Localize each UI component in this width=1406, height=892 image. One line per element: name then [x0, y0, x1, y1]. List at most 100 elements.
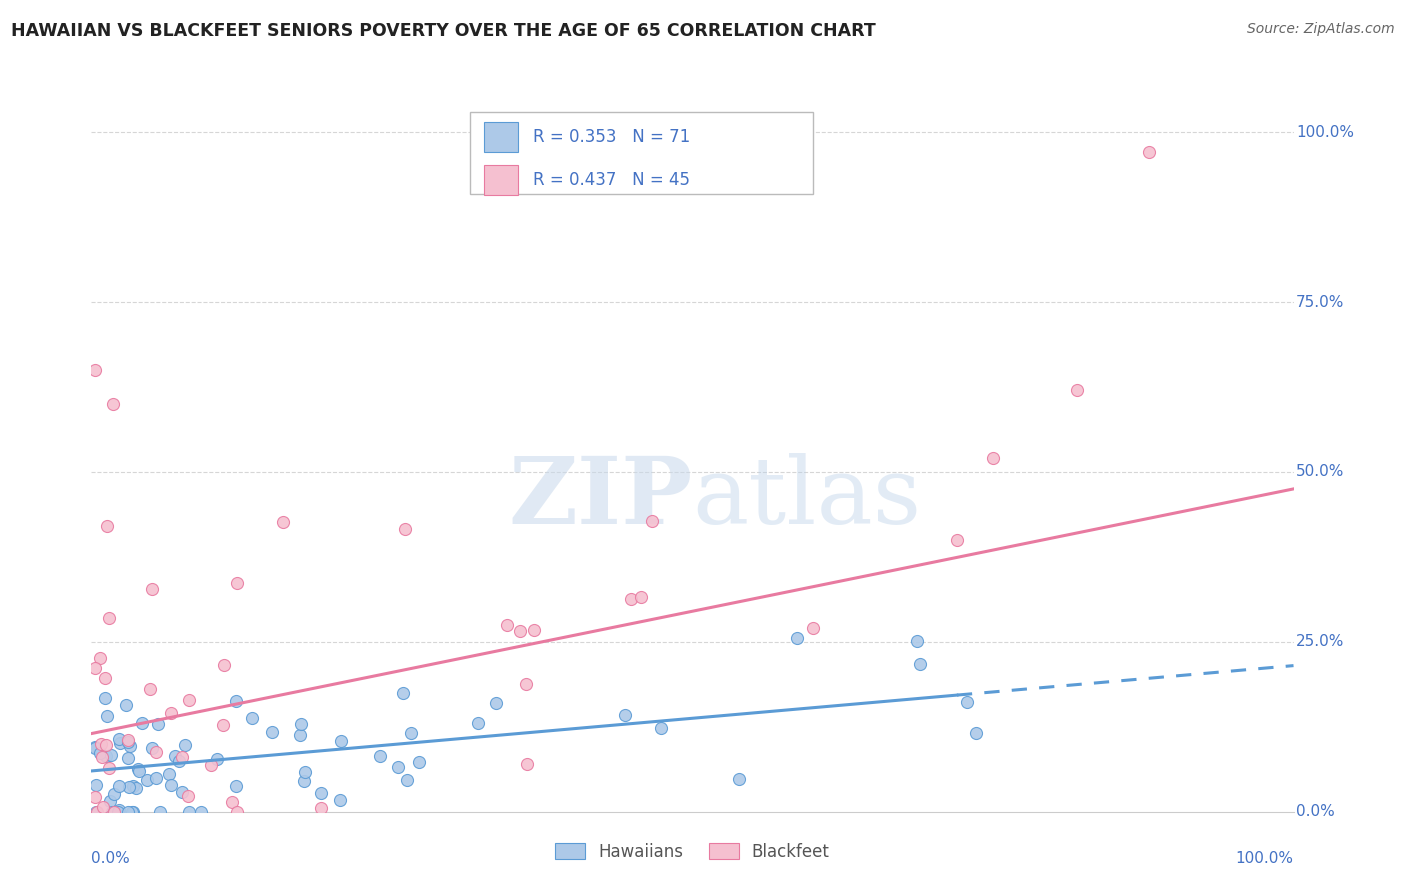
Point — [90, 737, 112, 751]
Text: 0.0%: 0.0% — [91, 851, 131, 866]
Point — [117, 732, 139, 747]
Point — [496, 618, 519, 632]
Point — [240, 711, 263, 725]
Point — [177, 693, 200, 707]
Point — [94, 738, 117, 752]
Point — [200, 758, 222, 772]
Point — [84, 805, 107, 819]
Point — [399, 725, 422, 739]
Point — [981, 451, 1004, 466]
Text: R = 0.437   N = 45: R = 0.437 N = 45 — [533, 170, 689, 189]
Text: 50.0%: 50.0% — [1296, 465, 1344, 479]
Point — [94, 749, 117, 764]
Legend: Hawaiians, Blackfeet: Hawaiians, Blackfeet — [548, 837, 837, 868]
Point — [141, 582, 163, 597]
Bar — [485, 165, 519, 194]
Point — [905, 634, 928, 648]
Point — [1066, 384, 1088, 398]
Point — [728, 772, 751, 786]
Point — [226, 575, 249, 590]
Point — [120, 739, 142, 754]
Point — [107, 805, 129, 819]
Point — [225, 694, 247, 708]
Point — [516, 756, 538, 771]
Point — [641, 514, 664, 528]
Point — [159, 706, 181, 720]
Point — [157, 766, 180, 780]
Point — [84, 363, 107, 377]
Point — [391, 686, 413, 700]
Point — [630, 590, 652, 604]
Point — [786, 631, 808, 645]
Text: 75.0%: 75.0% — [1296, 294, 1344, 310]
Bar — [485, 122, 519, 152]
Point — [271, 515, 294, 529]
Point — [89, 746, 111, 760]
Point — [396, 772, 419, 787]
Point — [408, 755, 430, 769]
Point — [141, 740, 163, 755]
Point — [84, 661, 107, 675]
Point — [121, 805, 143, 819]
Point — [149, 805, 172, 819]
Point — [172, 784, 194, 798]
Point — [101, 805, 124, 819]
Point — [955, 695, 977, 709]
Point — [84, 741, 107, 756]
Point — [965, 726, 987, 740]
Point — [84, 790, 107, 805]
Point — [118, 780, 141, 794]
Point — [614, 708, 637, 723]
Text: 25.0%: 25.0% — [1296, 634, 1344, 649]
Point — [131, 716, 153, 731]
Point — [515, 677, 537, 691]
Point — [179, 805, 201, 819]
Point — [509, 624, 531, 639]
Point — [221, 795, 243, 809]
Point — [115, 698, 138, 713]
Point — [139, 681, 162, 696]
Point — [290, 717, 312, 731]
Point — [212, 657, 235, 672]
Point — [650, 721, 672, 735]
Point — [368, 748, 391, 763]
Point — [103, 787, 125, 801]
Point — [177, 789, 200, 803]
Point — [145, 745, 167, 759]
Point — [127, 762, 149, 776]
Point — [205, 751, 228, 765]
Point — [96, 519, 118, 533]
Point — [110, 736, 132, 750]
Point — [117, 751, 139, 765]
Point — [84, 778, 107, 792]
Point — [329, 734, 352, 748]
Point — [801, 621, 824, 635]
Point — [1137, 145, 1160, 160]
Point — [97, 761, 120, 775]
Text: atlas: atlas — [692, 453, 922, 542]
Point — [523, 624, 546, 638]
Point — [159, 778, 181, 792]
Point — [94, 671, 117, 685]
Point — [173, 738, 195, 752]
Point — [98, 794, 121, 808]
Point — [122, 780, 145, 794]
Text: Source: ZipAtlas.com: Source: ZipAtlas.com — [1247, 22, 1395, 37]
Point — [146, 716, 169, 731]
Point — [294, 765, 316, 780]
Point — [108, 779, 131, 793]
Point — [94, 691, 117, 706]
Point — [107, 803, 129, 817]
Point — [117, 805, 139, 819]
Point — [169, 754, 191, 768]
Point — [108, 731, 131, 746]
Text: 100.0%: 100.0% — [1296, 125, 1354, 140]
Point — [620, 592, 643, 607]
Point — [260, 724, 283, 739]
Text: ZIP: ZIP — [508, 453, 692, 542]
Point — [84, 740, 107, 755]
Point — [387, 760, 409, 774]
Point — [97, 610, 120, 624]
Point — [100, 748, 122, 763]
Point — [117, 735, 139, 749]
